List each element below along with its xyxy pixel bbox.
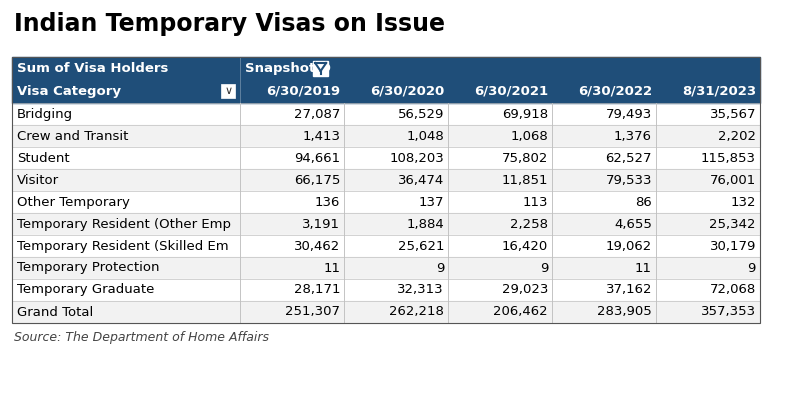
Text: 9: 9 (748, 262, 756, 274)
Text: 115,853: 115,853 (701, 152, 756, 164)
Text: 11: 11 (323, 262, 340, 274)
Bar (12, 57, 760, 323)
Text: 79,533: 79,533 (606, 173, 652, 187)
Text: Temporary Resident (Skilled Em: Temporary Resident (Skilled Em (17, 239, 229, 253)
Text: Snapshot D: Snapshot D (246, 61, 331, 75)
Text: 86: 86 (635, 196, 652, 208)
Text: 2,202: 2,202 (718, 129, 756, 143)
Text: 25,342: 25,342 (710, 218, 756, 230)
Text: 79,493: 79,493 (606, 108, 652, 120)
Text: 76,001: 76,001 (710, 173, 756, 187)
Text: 206,462: 206,462 (493, 306, 548, 318)
Text: 36,474: 36,474 (398, 173, 444, 187)
Text: Temporary Resident (Other Emp: Temporary Resident (Other Emp (17, 218, 231, 230)
Text: 2,258: 2,258 (510, 218, 548, 230)
Text: 6/30/2021: 6/30/2021 (474, 84, 548, 98)
Bar (12, 169, 760, 191)
Text: 108,203: 108,203 (390, 152, 444, 164)
Text: 11: 11 (635, 262, 652, 274)
Bar (12, 147, 760, 169)
Text: Other Temporary: Other Temporary (17, 196, 130, 208)
Text: 3,191: 3,191 (302, 218, 340, 230)
Text: 283,905: 283,905 (597, 306, 652, 318)
Bar (12, 103, 760, 125)
Text: ∨: ∨ (224, 86, 232, 96)
Text: 132: 132 (730, 196, 756, 208)
Text: Student: Student (17, 152, 70, 164)
Text: 56,529: 56,529 (398, 108, 444, 120)
Text: Crew and Transit: Crew and Transit (17, 129, 128, 143)
Text: 32,313: 32,313 (398, 283, 444, 297)
Text: Grand Total: Grand Total (17, 306, 93, 318)
Text: 11,851: 11,851 (501, 173, 548, 187)
Text: Temporary Protection: Temporary Protection (17, 262, 159, 274)
Bar (12, 213, 760, 235)
Bar (12, 279, 760, 301)
Bar (12, 235, 760, 257)
Text: 35,567: 35,567 (710, 108, 756, 120)
Text: Indian Temporary Visas on Issue: Indian Temporary Visas on Issue (14, 12, 445, 36)
Bar (313, 61, 328, 76)
Bar (12, 257, 760, 279)
Text: 19,062: 19,062 (606, 239, 652, 253)
Text: Visa Category: Visa Category (17, 84, 121, 98)
Bar (221, 84, 235, 98)
Text: 9: 9 (539, 262, 548, 274)
Text: 25,621: 25,621 (398, 239, 444, 253)
Text: 1,048: 1,048 (406, 129, 444, 143)
Text: 30,179: 30,179 (710, 239, 756, 253)
Bar (12, 125, 760, 147)
Text: 113: 113 (523, 196, 548, 208)
Text: 136: 136 (314, 196, 340, 208)
Text: Bridging: Bridging (17, 108, 73, 120)
Text: 30,462: 30,462 (294, 239, 340, 253)
Text: 1,884: 1,884 (406, 218, 444, 230)
Text: 6/30/2020: 6/30/2020 (370, 84, 444, 98)
Text: 75,802: 75,802 (501, 152, 548, 164)
Bar (12, 191, 760, 213)
Text: Sum of Visa Holders: Sum of Visa Holders (17, 61, 169, 75)
Text: 4,655: 4,655 (614, 218, 652, 230)
Text: 66,175: 66,175 (294, 173, 340, 187)
Text: 72,068: 72,068 (710, 283, 756, 297)
Bar (12, 57, 760, 79)
Text: Source: The Department of Home Affairs: Source: The Department of Home Affairs (14, 331, 269, 344)
Text: 16,420: 16,420 (502, 239, 548, 253)
Text: 357,353: 357,353 (701, 306, 756, 318)
Text: 6/30/2022: 6/30/2022 (578, 84, 652, 98)
Text: 6/30/2019: 6/30/2019 (266, 84, 340, 98)
Text: 62,527: 62,527 (606, 152, 652, 164)
Text: 94,661: 94,661 (294, 152, 340, 164)
Bar (12, 301, 760, 323)
Text: Temporary Graduate: Temporary Graduate (17, 283, 154, 297)
Text: 137: 137 (419, 196, 444, 208)
Text: 29,023: 29,023 (501, 283, 548, 297)
Bar (12, 79, 760, 103)
Text: 1,068: 1,068 (510, 129, 548, 143)
Text: 8/31/2023: 8/31/2023 (682, 84, 756, 98)
Text: 69,918: 69,918 (502, 108, 548, 120)
Text: 1,413: 1,413 (302, 129, 340, 143)
Text: 1,376: 1,376 (614, 129, 652, 143)
Text: 251,307: 251,307 (285, 306, 340, 318)
Text: 27,087: 27,087 (294, 108, 340, 120)
Text: Visitor: Visitor (17, 173, 59, 187)
Text: 9: 9 (436, 262, 444, 274)
Text: 28,171: 28,171 (294, 283, 340, 297)
Text: 262,218: 262,218 (389, 306, 444, 318)
Text: 37,162: 37,162 (606, 283, 652, 297)
